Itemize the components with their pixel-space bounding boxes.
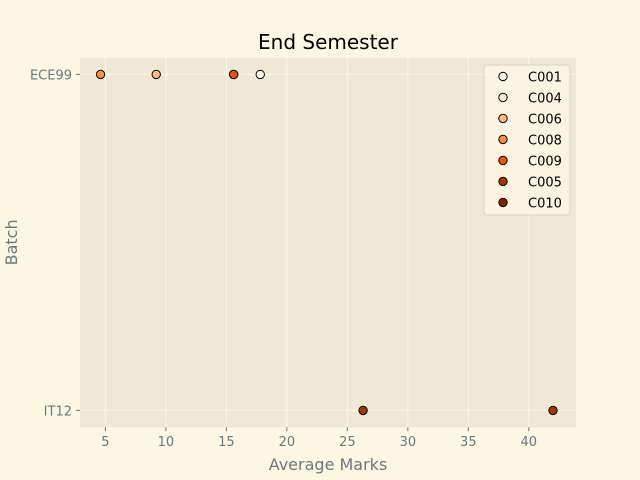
y-tick-label: ECE99 — [30, 68, 72, 83]
x-tick-label: 35 — [460, 435, 477, 450]
legend-label-c008: C008 — [528, 133, 562, 148]
legend-label-c009: C009 — [528, 154, 562, 169]
legend-label-c001: C001 — [528, 70, 562, 85]
data-point-c009 — [228, 69, 239, 80]
y-tick-label: IT12 — [44, 404, 72, 419]
legend-marker-c001 — [498, 71, 508, 82]
x-tick-label: 40 — [521, 435, 538, 450]
legend-marker-c004 — [498, 92, 508, 103]
legend-label-c010: C010 — [528, 196, 562, 211]
legend-marker-c009 — [498, 155, 508, 166]
legend-label-c004: C004 — [528, 91, 562, 106]
x-tick-label: 25 — [339, 435, 356, 450]
legend-label-c005: C005 — [528, 175, 562, 190]
data-point-c006 — [151, 69, 161, 80]
legend-marker-c010 — [498, 197, 508, 208]
data-point-c005 — [548, 405, 558, 416]
x-tick-label: 15 — [218, 435, 235, 450]
x-tick-label: 5 — [101, 435, 109, 450]
legend-label-c006: C006 — [528, 112, 562, 127]
tick-labels: 5 10 15 20 25 30 35 40 ECE99 IT12 — [30, 68, 537, 450]
legend-marker-c008 — [498, 134, 508, 145]
x-tick-label: 10 — [158, 435, 175, 450]
x-axis-label: Average Marks — [269, 455, 388, 474]
data-points — [95, 69, 558, 416]
data-point-c001 — [255, 69, 265, 80]
x-tick-label: 20 — [279, 435, 296, 450]
chart-title: End Semester — [258, 30, 399, 54]
data-point-c005 — [358, 405, 368, 416]
legend-marker-c006 — [498, 113, 508, 124]
data-point-c008 — [95, 69, 106, 80]
legend-marker-c005 — [498, 176, 508, 187]
x-tick-label: 30 — [400, 435, 417, 450]
y-axis-label: Batch — [2, 219, 21, 265]
legend: C001 C004 C006 C008 C009 C005 C010 — [483, 64, 571, 216]
